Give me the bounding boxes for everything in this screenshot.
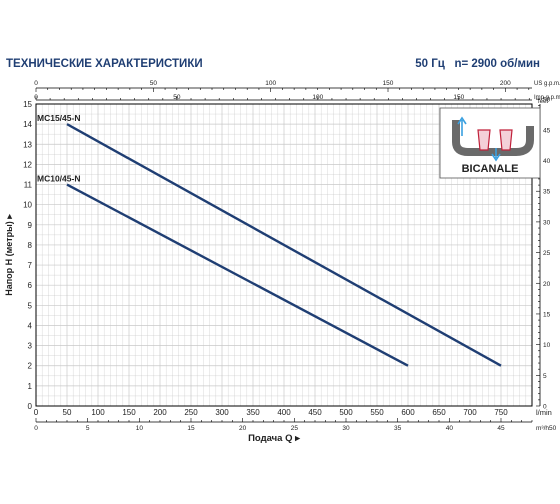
frequency-label: 50 Гц (415, 58, 445, 70)
impeller-icon (477, 129, 513, 151)
x-tick-label: 300 (215, 408, 229, 417)
impgpm-tick-label: 50 (173, 94, 181, 101)
tick-labels: 0 50 100 150 200 250 300 350 400 450 500 550 600 650 7… (4, 80, 560, 444)
x-axis-title: Подача Q ▸ (248, 433, 301, 444)
series-line-0 (66, 123, 502, 367)
y-tick-label: 5 (28, 301, 33, 310)
x-tick-label: 500 (339, 408, 353, 417)
feet-tick-label: 0 (543, 404, 547, 411)
x-tick-label: 350 (246, 408, 260, 417)
feet-tick-label: 30 (543, 219, 551, 226)
flow-arrow-down-icon (491, 148, 501, 162)
usgpm-unit-label: US g.p.m. (534, 81, 560, 87)
m3h-tick-label: 10 (136, 425, 144, 432)
x-tick-label: 200 (153, 408, 167, 417)
usgpm-tick-label: 100 (265, 80, 276, 87)
y-tick-label: 6 (28, 281, 33, 290)
impgpm-tick-label: 150 (453, 94, 464, 101)
m3h-tick-label: 30 (342, 425, 350, 432)
feet-tick-label: 25 (543, 250, 551, 257)
x-tick-label: 450 (308, 408, 322, 417)
feet-unit-label: feet (538, 99, 548, 105)
pump-body-icon (452, 120, 534, 156)
plot-frame (35, 103, 533, 407)
series-label-1: MC10/45-N (37, 174, 80, 184)
x-tick-label: 50 (63, 408, 72, 417)
curves: MC15/45-N MC10/45-N (37, 113, 502, 367)
y-tick-label: 13 (23, 140, 32, 149)
x-tick-label: 100 (91, 408, 105, 417)
x-tick-label: 550 (370, 408, 384, 417)
feet-tick-label: 20 (543, 281, 551, 288)
x-tick-label: 0 (34, 408, 39, 417)
x-tick-label: 150 (122, 408, 136, 417)
x-tick-label: 650 (432, 408, 446, 417)
impgpm-tick-label: 0 (34, 94, 38, 101)
series-label-0: MC15/45-N (37, 113, 80, 123)
m3h-tick-label: 50 (549, 425, 557, 432)
y-tick-label: 12 (23, 160, 32, 169)
usgpm-tick-label: 50 (150, 80, 158, 87)
m3h-tick-label: 15 (187, 425, 195, 432)
m3h-unit-label: m³/h (536, 425, 549, 432)
m3h-tick-label: 5 (86, 425, 90, 432)
y-tick-label: 14 (23, 120, 32, 129)
x-tick-label: 600 (401, 408, 415, 417)
series-line-1 (66, 183, 409, 367)
flow-arrow-icon (457, 116, 467, 136)
feet-tick-label: 15 (543, 311, 551, 318)
impgpm-unit-label: Imp g.p.m. (534, 95, 560, 101)
speed-label: n= 2900 об/мин (454, 58, 540, 70)
x-tick-label: 750 (494, 408, 508, 417)
y-tick-label: 10 (23, 201, 32, 210)
axes (35, 87, 541, 423)
y-tick-label: 11 (24, 181, 33, 190)
m3h-tick-label: 25 (291, 425, 299, 432)
x-unit-label: l/min (536, 408, 552, 417)
y-tick-label: 8 (28, 241, 33, 250)
feet-tick-label: 40 (543, 158, 551, 165)
m3h-tick-label: 45 (497, 425, 505, 432)
feet-tick-label: 50 (543, 97, 551, 104)
y-tick-label: 0 (28, 402, 33, 411)
y-axis-title: Напор H (метры) ▸ (4, 214, 14, 296)
m3h-tick-label: 0 (34, 425, 38, 432)
impgpm-tick-label: 100 (312, 94, 323, 101)
y-tick-label: 4 (28, 321, 33, 330)
m3h-tick-label: 20 (239, 425, 247, 432)
y-tick-label: 15 (23, 100, 32, 109)
usgpm-tick-label: 150 (383, 80, 394, 87)
chart-title: ТЕХНИЧЕСКИЕ ХАРАКТЕРИСТИКИ (6, 58, 203, 70)
y-tick-label: 3 (28, 342, 33, 351)
x-tick-label: 400 (277, 408, 291, 417)
usgpm-tick-label: 200 (500, 80, 511, 87)
feet-tick-label: 10 (543, 342, 551, 349)
y-tick-label: 2 (28, 362, 33, 371)
feet-tick-label: 5 (543, 373, 547, 380)
feet-tick-label: 35 (543, 189, 551, 196)
m3h-tick-label: 40 (446, 425, 454, 432)
inset-label: BICANALE (462, 163, 519, 175)
m3h-tick-label: 35 (394, 425, 402, 432)
feet-tick-label: 45 (543, 127, 551, 134)
x-tick-label: 700 (463, 408, 477, 417)
usgpm-tick-label: 0 (34, 80, 38, 87)
x-tick-label: 250 (184, 408, 198, 417)
y-tick-label: 7 (28, 261, 33, 270)
pump-inset: BICANALE (439, 107, 541, 179)
y-tick-label: 1 (28, 382, 33, 391)
frequency-speed: 50 Гц n= 2900 об/мин (415, 58, 540, 70)
y-tick-label: 9 (28, 221, 33, 230)
